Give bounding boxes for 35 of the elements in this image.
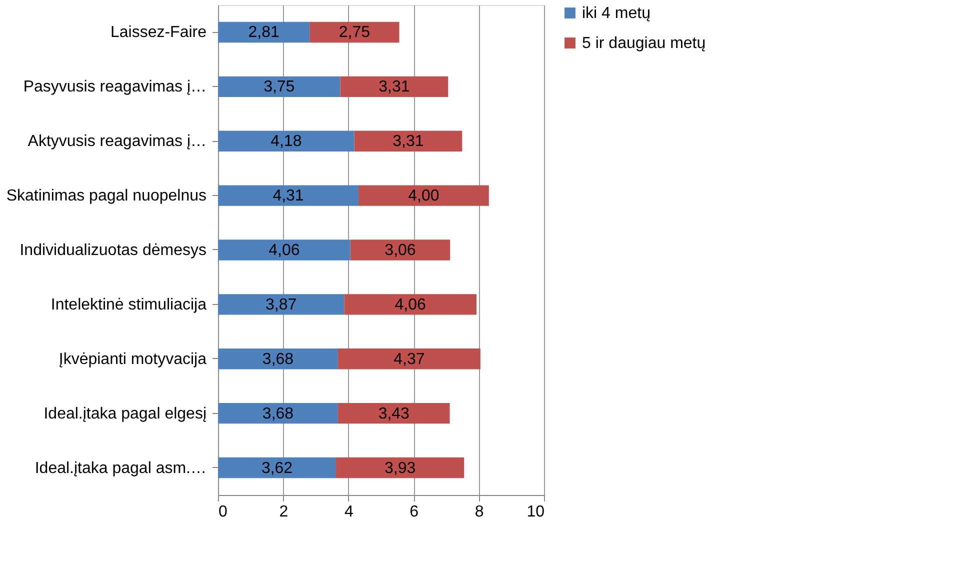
data-label: 3,43 [378, 405, 410, 422]
data-label: 3,06 [384, 242, 416, 259]
x-tick-label: 2 [279, 504, 288, 520]
y-tick-label: Pasyvusis reagavimas į… [23, 78, 206, 96]
x-tick-label: 8 [474, 504, 484, 520]
x-tick-label: 6 [410, 504, 419, 520]
y-tick-label: Laissez-Faire [110, 24, 207, 42]
legend-label: iki 4 metų [582, 5, 651, 22]
x-tick-label: 4 [344, 504, 354, 520]
data-label: 3,87 [266, 296, 297, 314]
data-label: 2,75 [338, 24, 370, 42]
data-label: 4,31 [272, 188, 304, 205]
data-label: 4,06 [268, 242, 300, 259]
data-label: 3,93 [384, 460, 416, 477]
legend-label: 5 ir daugiau metų [582, 35, 706, 52]
y-tick-label: Įkvėpianti motyvacija [58, 350, 207, 368]
y-tick-label: Individualizuotas dėmesys [20, 242, 206, 259]
data-label: 4,37 [394, 350, 425, 368]
data-label: 3,68 [262, 405, 294, 422]
data-label: 3,62 [261, 460, 293, 477]
data-label: 3,31 [378, 78, 410, 96]
data-label: 4,00 [408, 188, 440, 205]
y-tick-label: Skatinimas pagal nuopelnus [6, 188, 206, 205]
y-tick-label: Aktyvusis reagavimas į… [28, 133, 206, 150]
data-label: 2,81 [248, 24, 280, 42]
y-tick-label: Intelektinė stimuliacija [50, 296, 207, 314]
data-label: 3,31 [392, 133, 424, 150]
data-label: 4,18 [270, 133, 302, 150]
data-label: 3,68 [262, 350, 294, 368]
data-label: 3,75 [264, 78, 295, 96]
x-tick-label: 0 [218, 504, 228, 520]
data-label: 4,06 [394, 296, 426, 314]
y-tick-label: Ideal.įtaka pagal elgesį [44, 405, 206, 422]
x-tick-label: 10 [526, 504, 545, 520]
y-tick-label: Ideal.įtaka pagal asm.… [34, 460, 206, 477]
